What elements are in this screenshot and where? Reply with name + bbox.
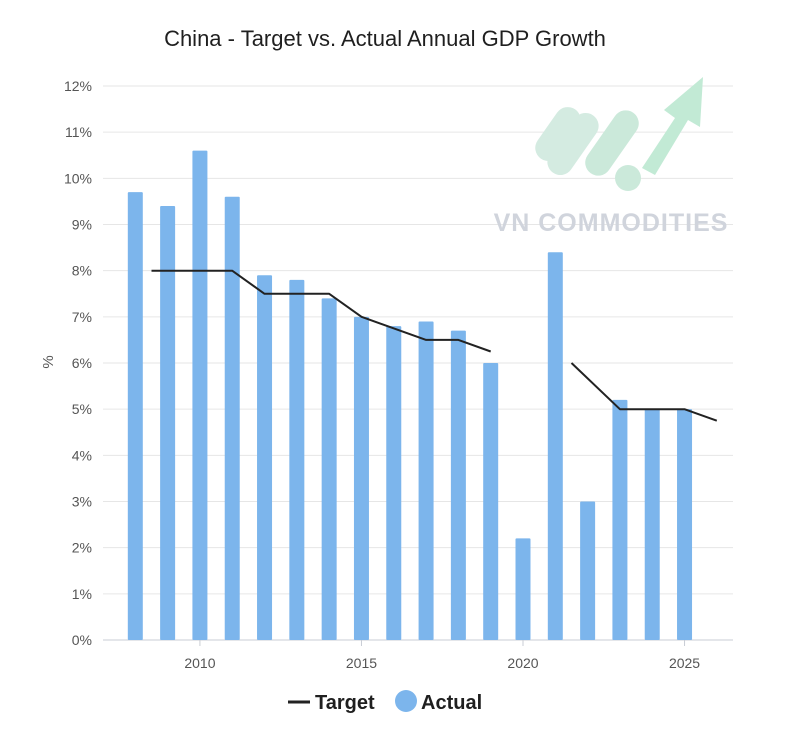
y-tick-label: 1% (72, 586, 92, 602)
bar-actual-2012[interactable] (257, 275, 273, 640)
target-line (151, 269, 718, 422)
y-tick-label: 8% (72, 263, 92, 279)
x-tick-label: 2025 (669, 655, 700, 671)
y-tick-label: 4% (72, 447, 92, 463)
bar-actual-2013[interactable] (289, 279, 305, 640)
watermark-dot (615, 165, 641, 191)
bar-actual-2022[interactable] (580, 501, 596, 641)
bar-actual-2016[interactable] (386, 326, 402, 640)
x-tick-label: 2020 (507, 655, 538, 671)
bar-actual-2017[interactable] (418, 321, 434, 640)
y-tick-label: 9% (72, 217, 92, 233)
bar-actual-2019[interactable] (483, 363, 499, 640)
legend-actual-label[interactable]: Actual (421, 692, 482, 714)
legend[interactable]: Target Actual (288, 690, 482, 714)
x-axis-ticks: 2010 2015 2020 2025 (184, 640, 700, 671)
y-tick-label: 11% (65, 124, 92, 140)
chart-title: China - Target vs. Actual Annual GDP Gro… (164, 26, 606, 51)
actual-bars (127, 150, 693, 641)
target-line-segment-1 (151, 269, 492, 353)
y-tick-label: 2% (72, 540, 92, 556)
x-tick-label: 2010 (184, 655, 215, 671)
watermark-stroke-3 (585, 110, 639, 176)
watermark-text: VN COMMODITIES (494, 209, 729, 237)
watermark-arrow-icon (642, 77, 703, 175)
watermark-stroke-1 (535, 107, 581, 161)
bar-actual-2009[interactable] (160, 206, 176, 641)
y-tick-label: 6% (72, 355, 92, 371)
bar-actual-2018[interactable] (450, 330, 466, 640)
legend-target-label[interactable]: Target (315, 692, 375, 714)
legend-actual-swatch (395, 690, 417, 712)
watermark: VN COMMODITIES (494, 77, 729, 237)
y-tick-label: 12% (64, 78, 92, 94)
bar-actual-2015[interactable] (353, 316, 369, 640)
y-tick-label: 0% (72, 632, 92, 648)
bar-actual-2021[interactable] (547, 252, 563, 640)
bar-actual-2011[interactable] (224, 196, 240, 641)
bar-actual-2023[interactable] (612, 399, 628, 640)
y-tick-label: 7% (72, 309, 92, 325)
bar-actual-2008[interactable] (127, 192, 143, 640)
y-axis-ticks: 0% 1% 2% 3% 4% 5% 6% 7% 8% 9% 10% 11% 12% (64, 78, 92, 648)
bar-actual-2020[interactable] (515, 538, 531, 640)
x-tick-label: 2015 (346, 655, 377, 671)
bar-actual-2024[interactable] (644, 409, 660, 640)
watermark-stroke-2 (547, 112, 599, 176)
target-line-segment-2 (570, 362, 718, 422)
bar-actual-2014[interactable] (321, 298, 337, 640)
y-axis-label: % (40, 355, 57, 368)
y-tick-label: 5% (72, 401, 92, 417)
y-tick-label: 10% (64, 170, 92, 186)
grid-lines (103, 85, 733, 641)
bar-actual-2025[interactable] (677, 409, 693, 640)
y-tick-label: 3% (72, 494, 92, 510)
bar-actual-2010[interactable] (192, 150, 208, 640)
